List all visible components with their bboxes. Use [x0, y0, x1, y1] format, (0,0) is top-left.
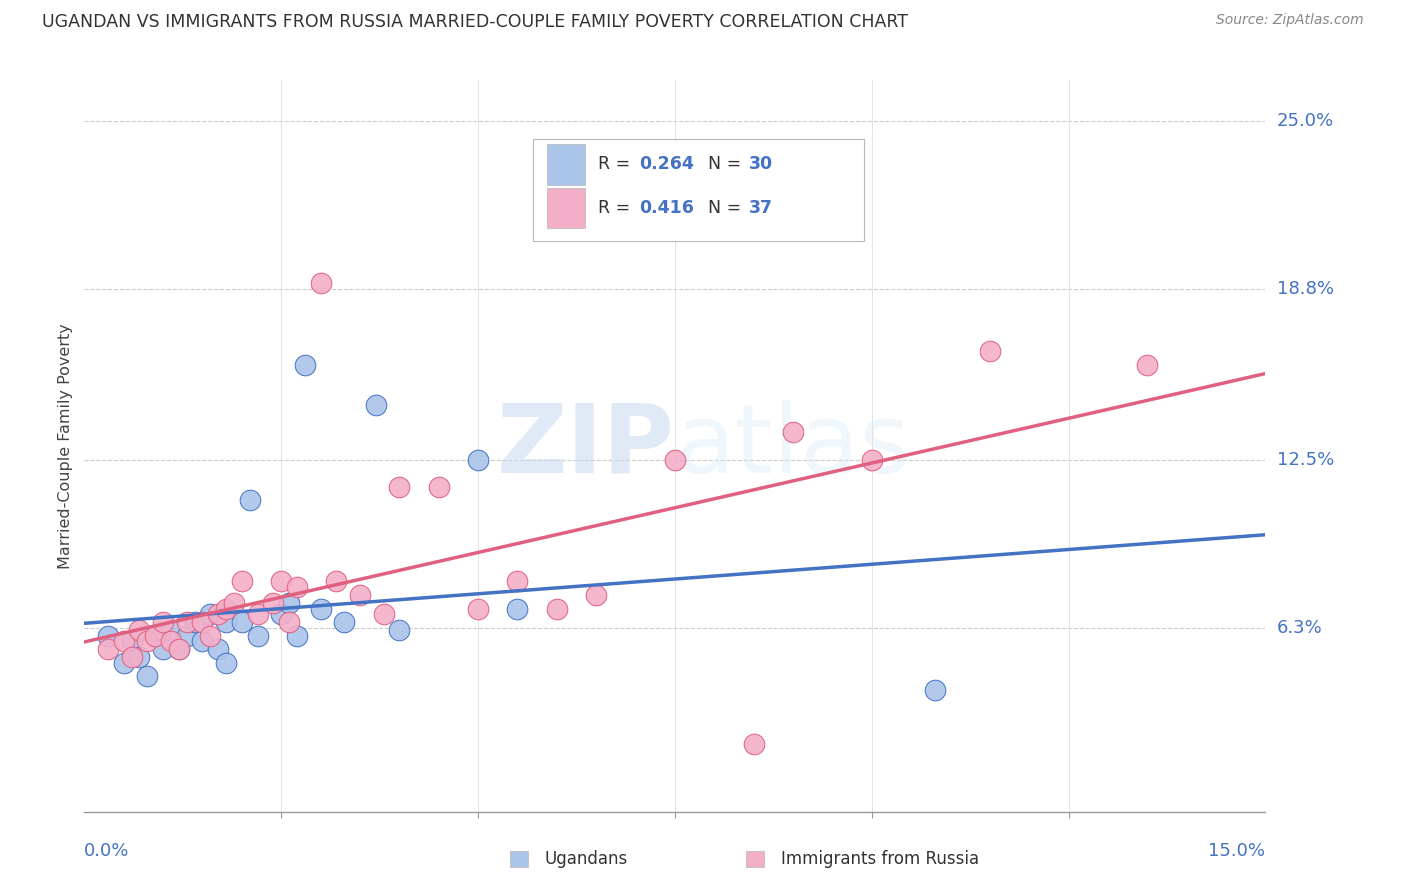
Point [128, 650, 150, 665]
Text: 25.0%: 25.0% [1277, 112, 1334, 130]
Point [121, 650, 143, 665]
Point [278, 615, 301, 629]
Point [191, 615, 214, 629]
Point [97, 642, 120, 657]
Bar [547, 145, 585, 185]
Point [207, 607, 229, 621]
Point [215, 615, 238, 629]
Point [427, 480, 450, 494]
Point [183, 615, 205, 629]
Point [333, 615, 356, 629]
Point [309, 277, 332, 291]
Point [152, 642, 174, 657]
Point [388, 624, 411, 638]
Bar [547, 188, 585, 228]
Point [285, 580, 308, 594]
Point [239, 493, 262, 508]
Point [97, 629, 120, 643]
Point [136, 669, 159, 683]
Point [121, 634, 143, 648]
Text: 15.0%: 15.0% [1208, 842, 1265, 860]
Text: N =: N = [709, 155, 747, 173]
Point [782, 425, 804, 440]
Point [191, 634, 214, 648]
Y-axis label: Married-Couple Family Poverty: Married-Couple Family Poverty [58, 323, 73, 569]
Point [128, 624, 150, 638]
Point [200, 629, 222, 643]
Point [207, 642, 229, 657]
Point [349, 588, 371, 602]
Point [136, 634, 159, 648]
Point [742, 737, 765, 751]
Text: 0.0%: 0.0% [84, 842, 129, 860]
Point [246, 607, 269, 621]
Text: 37: 37 [749, 199, 773, 218]
Point [388, 480, 411, 494]
Point [167, 642, 190, 657]
Text: Source: ZipAtlas.com: Source: ZipAtlas.com [1216, 13, 1364, 28]
Text: 0.416: 0.416 [640, 199, 695, 218]
Point [222, 596, 245, 610]
Point [215, 656, 238, 670]
Text: atlas: atlas [675, 400, 910, 492]
Point [176, 629, 198, 643]
Point [143, 629, 166, 643]
Point [506, 574, 529, 589]
Point [294, 358, 316, 372]
Text: 18.8%: 18.8% [1277, 280, 1333, 298]
Point [231, 615, 253, 629]
Point [262, 596, 284, 610]
Point [467, 452, 489, 467]
Text: 0.264: 0.264 [640, 155, 695, 173]
Point [160, 624, 183, 638]
Point [270, 607, 292, 621]
Point [112, 656, 135, 670]
Point [467, 601, 489, 615]
Point [585, 588, 607, 602]
Bar [509, 851, 527, 867]
Point [270, 574, 292, 589]
Point [215, 601, 238, 615]
Text: R =: R = [598, 199, 636, 218]
Point [364, 398, 387, 412]
Point [373, 607, 395, 621]
Point [160, 634, 183, 648]
Point [546, 601, 568, 615]
Point [979, 344, 1001, 359]
Text: 30: 30 [749, 155, 773, 173]
Point [231, 574, 253, 589]
Point [143, 629, 166, 643]
Point [246, 629, 269, 643]
Point [285, 629, 308, 643]
Point [506, 601, 529, 615]
Text: 6.3%: 6.3% [1277, 618, 1322, 637]
Text: 12.5%: 12.5% [1277, 450, 1334, 468]
Point [278, 596, 301, 610]
FancyBboxPatch shape [533, 139, 863, 241]
Text: ZIP: ZIP [496, 400, 675, 492]
Point [167, 642, 190, 657]
Point [1136, 358, 1159, 372]
Point [176, 615, 198, 629]
Point [309, 601, 332, 615]
Point [924, 682, 946, 697]
Text: Immigrants from Russia: Immigrants from Russia [782, 850, 980, 868]
Text: Ugandans: Ugandans [546, 850, 628, 868]
Text: R =: R = [598, 155, 636, 173]
Point [112, 634, 135, 648]
Text: UGANDAN VS IMMIGRANTS FROM RUSSIA MARRIED-COUPLE FAMILY POVERTY CORRELATION CHAR: UGANDAN VS IMMIGRANTS FROM RUSSIA MARRIE… [42, 13, 908, 31]
Point [200, 607, 222, 621]
Point [325, 574, 347, 589]
Bar [745, 851, 763, 867]
Text: N =: N = [709, 199, 747, 218]
Point [664, 452, 686, 467]
Point [860, 452, 883, 467]
Point [152, 615, 174, 629]
